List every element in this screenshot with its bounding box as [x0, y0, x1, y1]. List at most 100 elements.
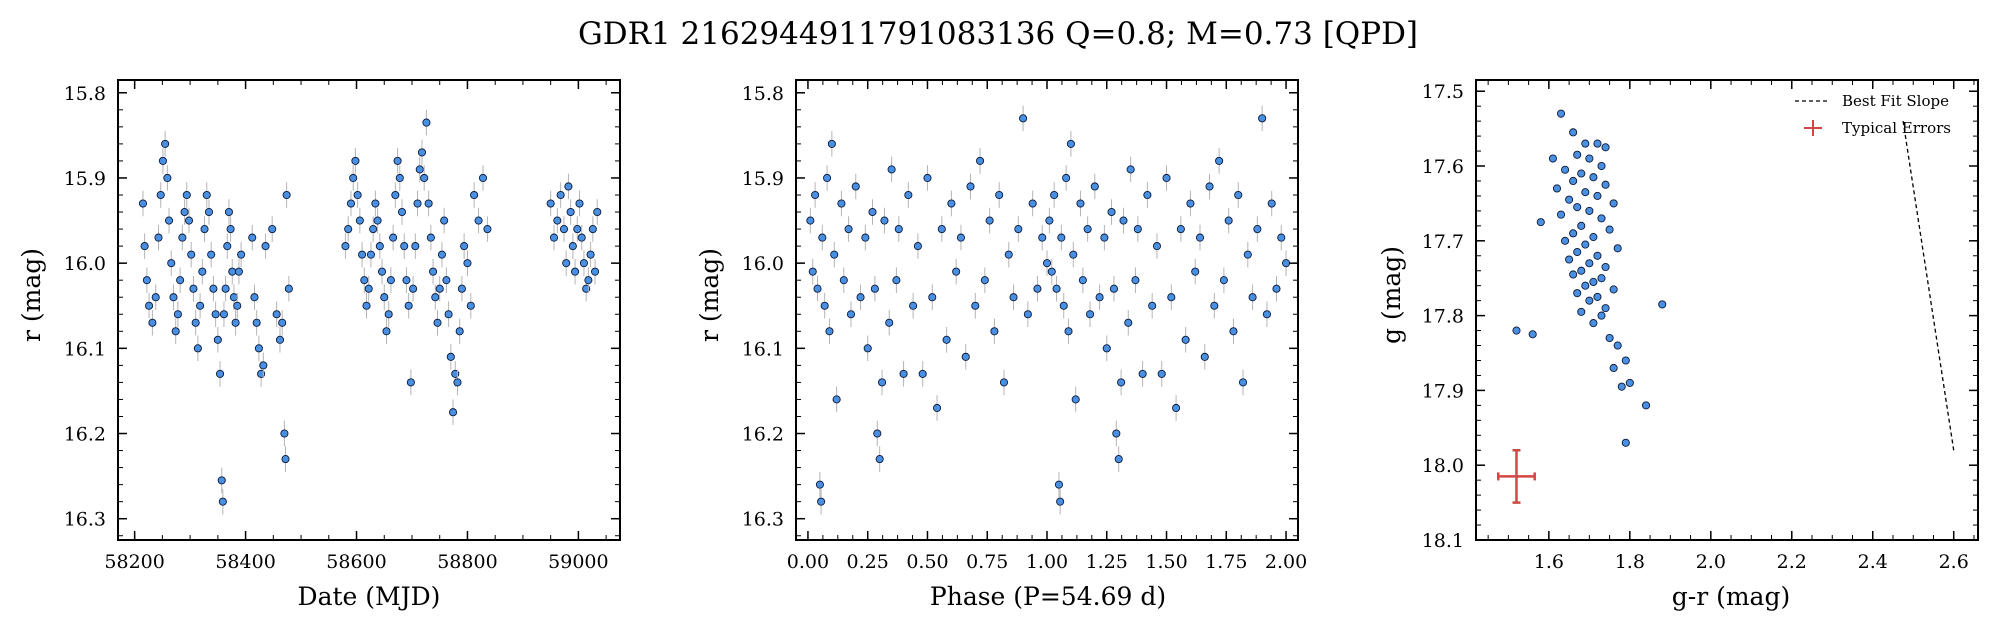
light-curve-point — [382, 327, 391, 336]
light-curve-point — [386, 276, 395, 285]
color-magnitude-point — [1512, 326, 1521, 335]
color-magnitude-point — [1573, 203, 1582, 212]
phased-curve-point — [1167, 293, 1176, 302]
color-magnitude-point — [1597, 311, 1606, 320]
light-curve-point — [395, 173, 404, 183]
light-curve-point — [154, 233, 163, 242]
phased-curve-point — [1253, 225, 1262, 234]
color-magnitude-point — [1569, 270, 1578, 279]
light-curve-point — [575, 199, 584, 208]
light-curve-point — [406, 378, 415, 387]
phased-curve-point — [1095, 293, 1104, 302]
light-curve-point — [571, 267, 580, 276]
phased-curve-point — [894, 225, 903, 234]
light-curve-point — [353, 190, 362, 200]
phased-curve-frame — [795, 79, 1299, 541]
light-curve-point — [252, 318, 261, 327]
color-magnitude-point — [1605, 333, 1614, 343]
phased-curve-point — [1131, 276, 1140, 285]
light-curve-point — [176, 276, 185, 285]
color-magnitude-point — [1528, 330, 1537, 339]
color-magnitude-point — [1569, 176, 1578, 186]
color-magnitude-point — [1556, 210, 1566, 219]
light-curve-point — [429, 267, 438, 276]
phased-curve-point — [1191, 267, 1200, 276]
phased-curve-point — [1148, 301, 1157, 310]
light-curve-point — [373, 216, 382, 225]
light-curve-xtick-label: 58400 — [215, 551, 275, 573]
light-curve-axes: 58200 58400 58600 58800 59000 15.8 15.9 16.0 16.… — [64, 79, 621, 573]
color-magnitude-point — [1569, 229, 1578, 238]
phased-curve-point — [1042, 259, 1052, 268]
light-curve-point — [189, 284, 198, 293]
phased-curve-point — [1090, 182, 1099, 191]
phased-curve-point — [918, 369, 927, 378]
phased-curve-point — [913, 242, 922, 251]
phased-curve-point — [1248, 293, 1257, 302]
phased-curve-xlabel: Phase (P=54.69 d) — [930, 582, 1166, 611]
phased-curve-point — [892, 276, 901, 285]
light-curve-point — [442, 276, 451, 285]
color-magnitude-point — [1581, 240, 1590, 249]
phased-curve-xtick-label: 0.75 — [966, 551, 1008, 573]
phased-curve-point — [1176, 225, 1185, 234]
light-curve-point — [278, 318, 287, 327]
light-curve-point — [233, 301, 242, 310]
light-curve-point — [415, 165, 424, 174]
phased-curve-point — [961, 352, 970, 361]
color-magnitude-point — [1613, 244, 1622, 253]
phased-curve-point — [932, 403, 942, 413]
phased-curve-ytick-label: 15.8 — [742, 83, 784, 105]
light-curve-point — [453, 378, 462, 387]
light-curve-point — [577, 233, 586, 242]
light-curve-point — [455, 327, 464, 336]
phased-curve-point — [1112, 429, 1121, 438]
typical-errors-marker — [1497, 448, 1536, 504]
color-magnitude-point — [1589, 233, 1598, 242]
light-curve-point — [202, 190, 211, 200]
phased-curve-point — [806, 216, 815, 225]
light-curve-point — [164, 216, 174, 225]
light-curve-point — [191, 318, 200, 327]
light-curve-point — [393, 156, 402, 165]
phased-curve-point — [1162, 173, 1171, 183]
color-magnitude-point — [1552, 184, 1562, 193]
phased-curve-point — [830, 250, 839, 259]
phased-curve-point — [1069, 250, 1078, 259]
light-curve-point — [198, 267, 207, 276]
light-curve-point — [151, 293, 160, 302]
light-curve-point — [377, 267, 387, 276]
phased-curve-xtick-label: 1.25 — [1086, 551, 1128, 573]
light-curve-point — [138, 199, 148, 208]
phased-curve-point — [1262, 310, 1271, 319]
light-curve-point — [161, 139, 170, 148]
phased-curve-point — [1157, 369, 1166, 378]
phased-curve-point — [1138, 369, 1147, 378]
phased-curve-point — [880, 216, 889, 225]
color-magnitude-point — [1613, 341, 1622, 350]
light-curve-point — [178, 233, 187, 242]
light-curve-point — [248, 233, 257, 242]
phased-curve-point — [815, 480, 824, 489]
light-curve-point — [384, 310, 393, 319]
phased-curve-point — [1281, 259, 1291, 268]
light-curve-point — [579, 259, 588, 268]
phased-curve-point — [1054, 480, 1064, 489]
color-magnitude-ylabel: g (mag) — [1377, 246, 1406, 344]
light-curve-point — [228, 267, 237, 276]
light-curve-point — [224, 207, 233, 217]
phased-curve-point — [823, 173, 832, 183]
phased-curve-point — [868, 207, 877, 217]
color-magnitude-point — [1589, 277, 1598, 287]
color-magnitude-point — [1569, 128, 1578, 137]
color-magnitude-point — [1593, 251, 1602, 260]
phased-curve-point — [1133, 225, 1142, 234]
phased-curve-point — [904, 190, 913, 200]
phased-curve-point — [1172, 403, 1181, 413]
light-curve-xtick-label: 58600 — [326, 551, 386, 573]
phased-curve-point — [1059, 301, 1068, 310]
color-magnitude-point — [1548, 154, 1557, 163]
light-curve-point — [272, 310, 281, 319]
light-curve-point — [586, 250, 595, 259]
phased-curve-point — [1038, 233, 1047, 242]
